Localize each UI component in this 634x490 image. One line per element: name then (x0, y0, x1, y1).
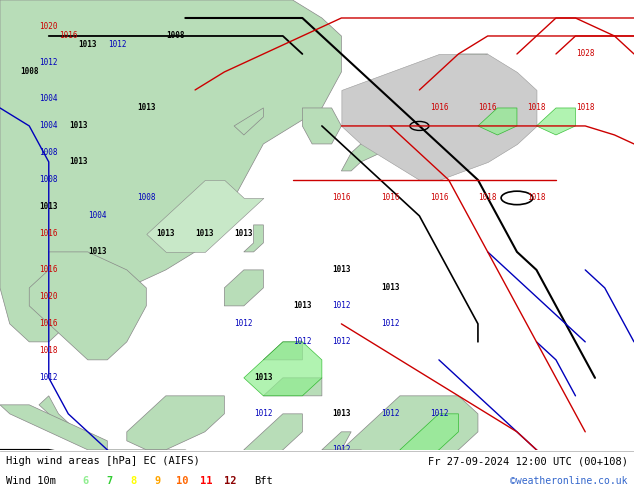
Text: Bft: Bft (254, 476, 273, 486)
Text: Wind 10m: Wind 10m (6, 476, 56, 486)
Text: 11: 11 (200, 476, 212, 486)
Text: 1012: 1012 (381, 319, 399, 328)
Text: 1013: 1013 (157, 229, 175, 239)
Text: 1012: 1012 (39, 58, 58, 68)
Text: 1013: 1013 (332, 266, 351, 274)
Text: 1012: 1012 (381, 409, 399, 418)
Text: 1020: 1020 (39, 23, 58, 31)
Text: 1012: 1012 (332, 301, 351, 310)
Text: 1018: 1018 (479, 194, 497, 202)
Text: High wind areas [hPa] EC (AIFS): High wind areas [hPa] EC (AIFS) (6, 456, 200, 466)
Text: 1016: 1016 (381, 194, 399, 202)
Text: 1016: 1016 (39, 319, 58, 328)
Text: 1012: 1012 (332, 445, 351, 454)
Text: 12: 12 (224, 476, 236, 486)
Text: 1013: 1013 (88, 247, 107, 256)
Text: 1004: 1004 (88, 211, 107, 220)
Text: 1012: 1012 (39, 373, 58, 382)
Text: 1018: 1018 (39, 346, 58, 355)
Text: 1013: 1013 (235, 229, 253, 239)
Text: 1013: 1013 (410, 481, 429, 490)
Text: 1008: 1008 (137, 194, 155, 202)
Text: 1013: 1013 (381, 283, 399, 293)
Text: 1016: 1016 (59, 31, 77, 41)
Text: 1018: 1018 (527, 103, 546, 113)
Text: 1016: 1016 (479, 103, 497, 113)
Text: 1008: 1008 (39, 175, 58, 184)
Text: 1013: 1013 (137, 103, 155, 113)
Text: 1013: 1013 (39, 202, 58, 211)
Text: 1004: 1004 (39, 95, 58, 103)
Text: 1004: 1004 (39, 122, 58, 130)
Text: 1016: 1016 (332, 194, 351, 202)
Text: 6: 6 (82, 476, 89, 486)
Text: 1008: 1008 (39, 148, 58, 157)
Text: 1012: 1012 (108, 41, 126, 49)
Text: 1020: 1020 (39, 293, 58, 301)
Text: 1013: 1013 (332, 409, 351, 418)
Text: 1018: 1018 (527, 194, 546, 202)
Text: 7: 7 (107, 476, 113, 486)
Text: 1013: 1013 (195, 229, 214, 239)
Text: 1013: 1013 (68, 122, 87, 130)
Text: 1012: 1012 (430, 409, 448, 418)
Text: 1016: 1016 (430, 194, 448, 202)
Text: 1012: 1012 (254, 409, 273, 418)
Text: 1013: 1013 (68, 157, 87, 167)
Text: 9: 9 (155, 476, 161, 486)
Text: 1013: 1013 (79, 41, 97, 49)
Text: 1008: 1008 (20, 68, 39, 76)
Text: 1016: 1016 (430, 103, 448, 113)
Text: 1016: 1016 (39, 229, 58, 239)
Text: 1012: 1012 (332, 337, 351, 346)
Text: 1028: 1028 (576, 49, 595, 58)
Text: 1013: 1013 (293, 301, 312, 310)
Text: 8: 8 (131, 476, 137, 486)
Text: ©weatheronline.co.uk: ©weatheronline.co.uk (510, 476, 628, 486)
Text: 1013: 1013 (254, 373, 273, 382)
Text: 1018: 1018 (576, 103, 595, 113)
Text: 1012: 1012 (293, 337, 312, 346)
Text: 1012: 1012 (235, 319, 253, 328)
Text: 10: 10 (176, 476, 188, 486)
Text: Fr 27-09-2024 12:00 UTC (00+108): Fr 27-09-2024 12:00 UTC (00+108) (428, 456, 628, 466)
Text: 1008: 1008 (166, 31, 185, 41)
Text: 1016: 1016 (39, 266, 58, 274)
